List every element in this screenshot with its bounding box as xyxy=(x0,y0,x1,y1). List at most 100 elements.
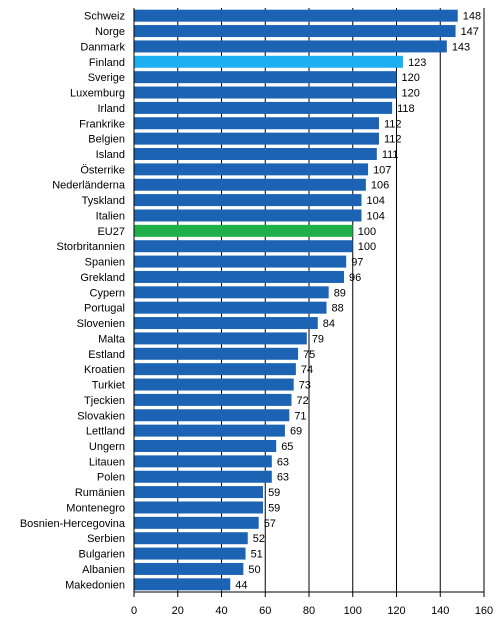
bar-turkiet xyxy=(134,378,294,391)
value-label-slovenien: 84 xyxy=(323,318,335,330)
bar-estland xyxy=(134,347,299,360)
category-label-makedonien: Makedonien xyxy=(65,579,125,591)
value-label-frankrike: 112 xyxy=(384,118,402,130)
bar-bosnien-hercegovina xyxy=(134,516,259,529)
bar-albanien xyxy=(134,562,244,575)
category-label-storbritannien: Storbritannien xyxy=(57,241,126,253)
x-axis: 0 20 40 60 80 100 120 140 160 xyxy=(131,8,493,617)
value-label-sverige: 120 xyxy=(402,72,420,84)
bar-malta xyxy=(134,332,307,345)
category-label-grekland: Grekland xyxy=(80,272,125,284)
bar-polen xyxy=(134,470,272,483)
bar-nederlanderna xyxy=(134,178,366,191)
value-label-finland: 123 xyxy=(408,57,426,69)
category-label-bosnien-hercegovina: Bosnien-Hercegovina xyxy=(20,518,126,530)
value-label-tjeckien: 72 xyxy=(297,395,309,407)
bar-bulgarien xyxy=(134,547,246,560)
value-label-albanien: 50 xyxy=(248,564,260,576)
tick-label-80: 80 xyxy=(303,605,315,617)
value-label-schweiz: 148 xyxy=(463,11,481,23)
category-label-bulgarien: Bulgarien xyxy=(79,549,125,561)
tick-label-140: 140 xyxy=(431,605,449,617)
bar-danmark xyxy=(134,40,447,53)
category-label-island: Island xyxy=(96,149,125,161)
value-label-kroatien: 74 xyxy=(301,364,313,376)
value-label-island: 111 xyxy=(382,149,399,161)
value-label-turkiet: 73 xyxy=(299,380,311,392)
value-label-slovakien: 71 xyxy=(294,410,306,422)
tick-label-40: 40 xyxy=(215,605,227,617)
bar-makedonien xyxy=(134,578,231,591)
bar-tyskland xyxy=(134,194,362,207)
bar-montenegro xyxy=(134,501,264,514)
value-label-bulgarien: 51 xyxy=(251,549,263,561)
category-label-lettland: Lettland xyxy=(86,426,125,438)
category-label-osterrike: Österrike xyxy=(80,164,125,176)
bar-ungern xyxy=(134,440,277,452)
category-label-danmark: Danmark xyxy=(80,41,125,53)
value-label-luxemburg: 120 xyxy=(402,88,420,100)
bar-island xyxy=(134,148,377,160)
bar-litauen xyxy=(134,455,272,468)
category-label-sverige: Sverige xyxy=(88,72,125,84)
bar-kroatien xyxy=(134,363,296,376)
tick-label-100: 100 xyxy=(344,605,362,617)
value-label-tyskland: 104 xyxy=(367,195,385,207)
category-label-finland: Finland xyxy=(89,57,125,69)
bar-schweiz xyxy=(134,9,458,22)
value-label-makedonien: 44 xyxy=(235,579,247,591)
category-label-italien: Italien xyxy=(96,210,125,222)
category-label-belgien: Belgien xyxy=(88,134,125,146)
category-label-spanien: Spanien xyxy=(85,257,125,269)
category-label-tyskland: Tyskland xyxy=(82,195,125,207)
category-label-slovenien: Slovenien xyxy=(77,318,125,330)
category-label-rumanien: Rumänien xyxy=(75,487,125,499)
category-label-nederlanderna: Nederländerna xyxy=(52,180,126,192)
category-label-montenegro: Montenegro xyxy=(66,502,125,514)
category-label-kroatien: Kroatien xyxy=(84,364,125,376)
category-label-irland: Irland xyxy=(97,103,125,115)
category-label-tjeckien: Tjeckien xyxy=(84,395,125,407)
bar-storbritannien xyxy=(134,240,353,253)
tick-label-60: 60 xyxy=(259,605,271,617)
category-label-polen: Polen xyxy=(97,472,125,484)
value-label-norge: 147 xyxy=(461,26,479,38)
bar-irland xyxy=(134,101,393,114)
bar-luxemburg xyxy=(134,86,397,99)
bar-slovakien xyxy=(134,409,290,422)
category-label-norge: Norge xyxy=(95,26,125,38)
bar-cypern xyxy=(134,286,329,299)
category-label-schweiz: Schweiz xyxy=(84,11,125,23)
value-label-polen: 63 xyxy=(277,472,289,484)
category-label-portugal: Portugal xyxy=(84,303,125,315)
value-label-nederlanderna: 106 xyxy=(371,180,389,192)
value-label-montenegro: 59 xyxy=(268,502,280,514)
category-label-turkiet: Turkiet xyxy=(92,380,125,392)
value-label-litauen: 63 xyxy=(277,456,289,468)
category-label-slovakien: Slovakien xyxy=(77,410,125,422)
category-label-albanien: Albanien xyxy=(82,564,125,576)
category-label-estland: Estland xyxy=(88,349,125,361)
value-labels: 148 147 143 123 120 120 118 112 112 111 107 106 104 1… xyxy=(235,11,481,592)
value-label-grekland: 96 xyxy=(349,272,361,284)
bar-norge xyxy=(134,25,456,38)
category-label-serbien: Serbien xyxy=(87,533,125,545)
value-label-serbien: 52 xyxy=(253,533,265,545)
value-label-italien: 104 xyxy=(367,210,385,222)
value-label-lettland: 69 xyxy=(290,426,302,438)
value-label-ungern: 65 xyxy=(281,441,293,453)
tick-label-160: 160 xyxy=(475,605,493,617)
value-label-malta: 79 xyxy=(312,333,324,345)
bar-slovenien xyxy=(134,317,318,330)
bar-grekland xyxy=(134,270,344,283)
bar-serbien xyxy=(134,532,248,545)
bar-spanien xyxy=(134,255,347,268)
bar-eu27 xyxy=(134,224,353,237)
bar-frankrike xyxy=(134,117,379,130)
tick-label-0: 0 xyxy=(131,605,137,617)
value-label-belgien: 112 xyxy=(384,134,402,146)
bar-italien xyxy=(134,209,362,222)
bar-tjeckien xyxy=(134,393,292,406)
value-label-portugal: 88 xyxy=(332,303,344,315)
value-label-spanien: 97 xyxy=(351,257,363,269)
